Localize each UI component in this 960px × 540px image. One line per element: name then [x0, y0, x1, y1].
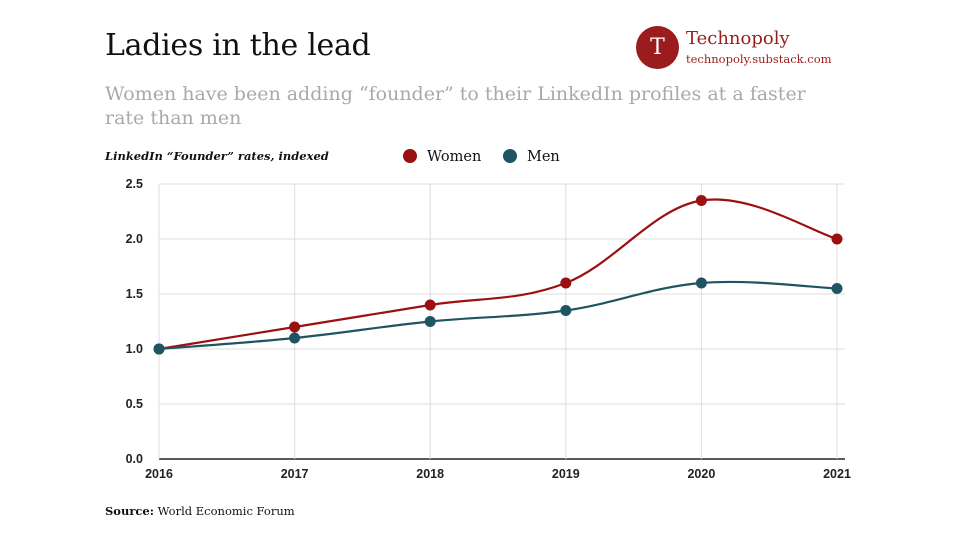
y-axis-title: LinkedIn “Founder” rates, indexed [104, 149, 329, 163]
source-label: Source: [105, 504, 154, 518]
x-tick-label: 2018 [416, 467, 444, 481]
data-point-men [153, 343, 165, 355]
data-point-men [424, 316, 436, 327]
data-point-women [289, 321, 301, 333]
legend-label-women: Women [427, 149, 481, 165]
data-point-men [289, 332, 301, 344]
y-tick-label: 2.5 [126, 177, 143, 191]
x-tick-label: 2017 [281, 467, 309, 481]
brand-name: Technopoly [686, 28, 790, 49]
legend-marker-men [503, 149, 517, 163]
y-tick-label: 2.0 [126, 232, 143, 246]
chart-subtitle: Women have been adding “founder” to thei… [105, 83, 806, 129]
x-tick-label: 2016 [145, 467, 173, 481]
series-line-women [158, 198, 838, 351]
series-line-men [158, 280, 838, 351]
data-point-women [424, 299, 436, 311]
source-text: World Economic Forum [157, 504, 295, 518]
y-tick-label: 1.0 [126, 342, 143, 356]
data-point-men [695, 277, 707, 289]
data-point-men [831, 283, 843, 294]
data-point-women [831, 233, 843, 245]
y-tick-label: 1.5 [126, 287, 143, 301]
x-tick-label: 2021 [823, 467, 851, 481]
x-tick-label: 2019 [552, 467, 580, 481]
legend-marker-women [403, 149, 417, 163]
source-note: Source: World Economic Forum [105, 504, 295, 518]
data-point-women [560, 277, 572, 289]
brand-url: technopoly.substack.com [686, 52, 832, 66]
data-point-men [560, 305, 572, 316]
y-tick-label: 0.0 [126, 452, 143, 466]
technopoly-logo: T [636, 26, 679, 69]
chart-title: Ladies in the lead [105, 28, 371, 63]
data-point-women [695, 195, 707, 206]
y-tick-label: 0.5 [126, 397, 143, 411]
x-tick-label: 2020 [687, 467, 715, 481]
legend-label-men: Men [527, 149, 560, 165]
